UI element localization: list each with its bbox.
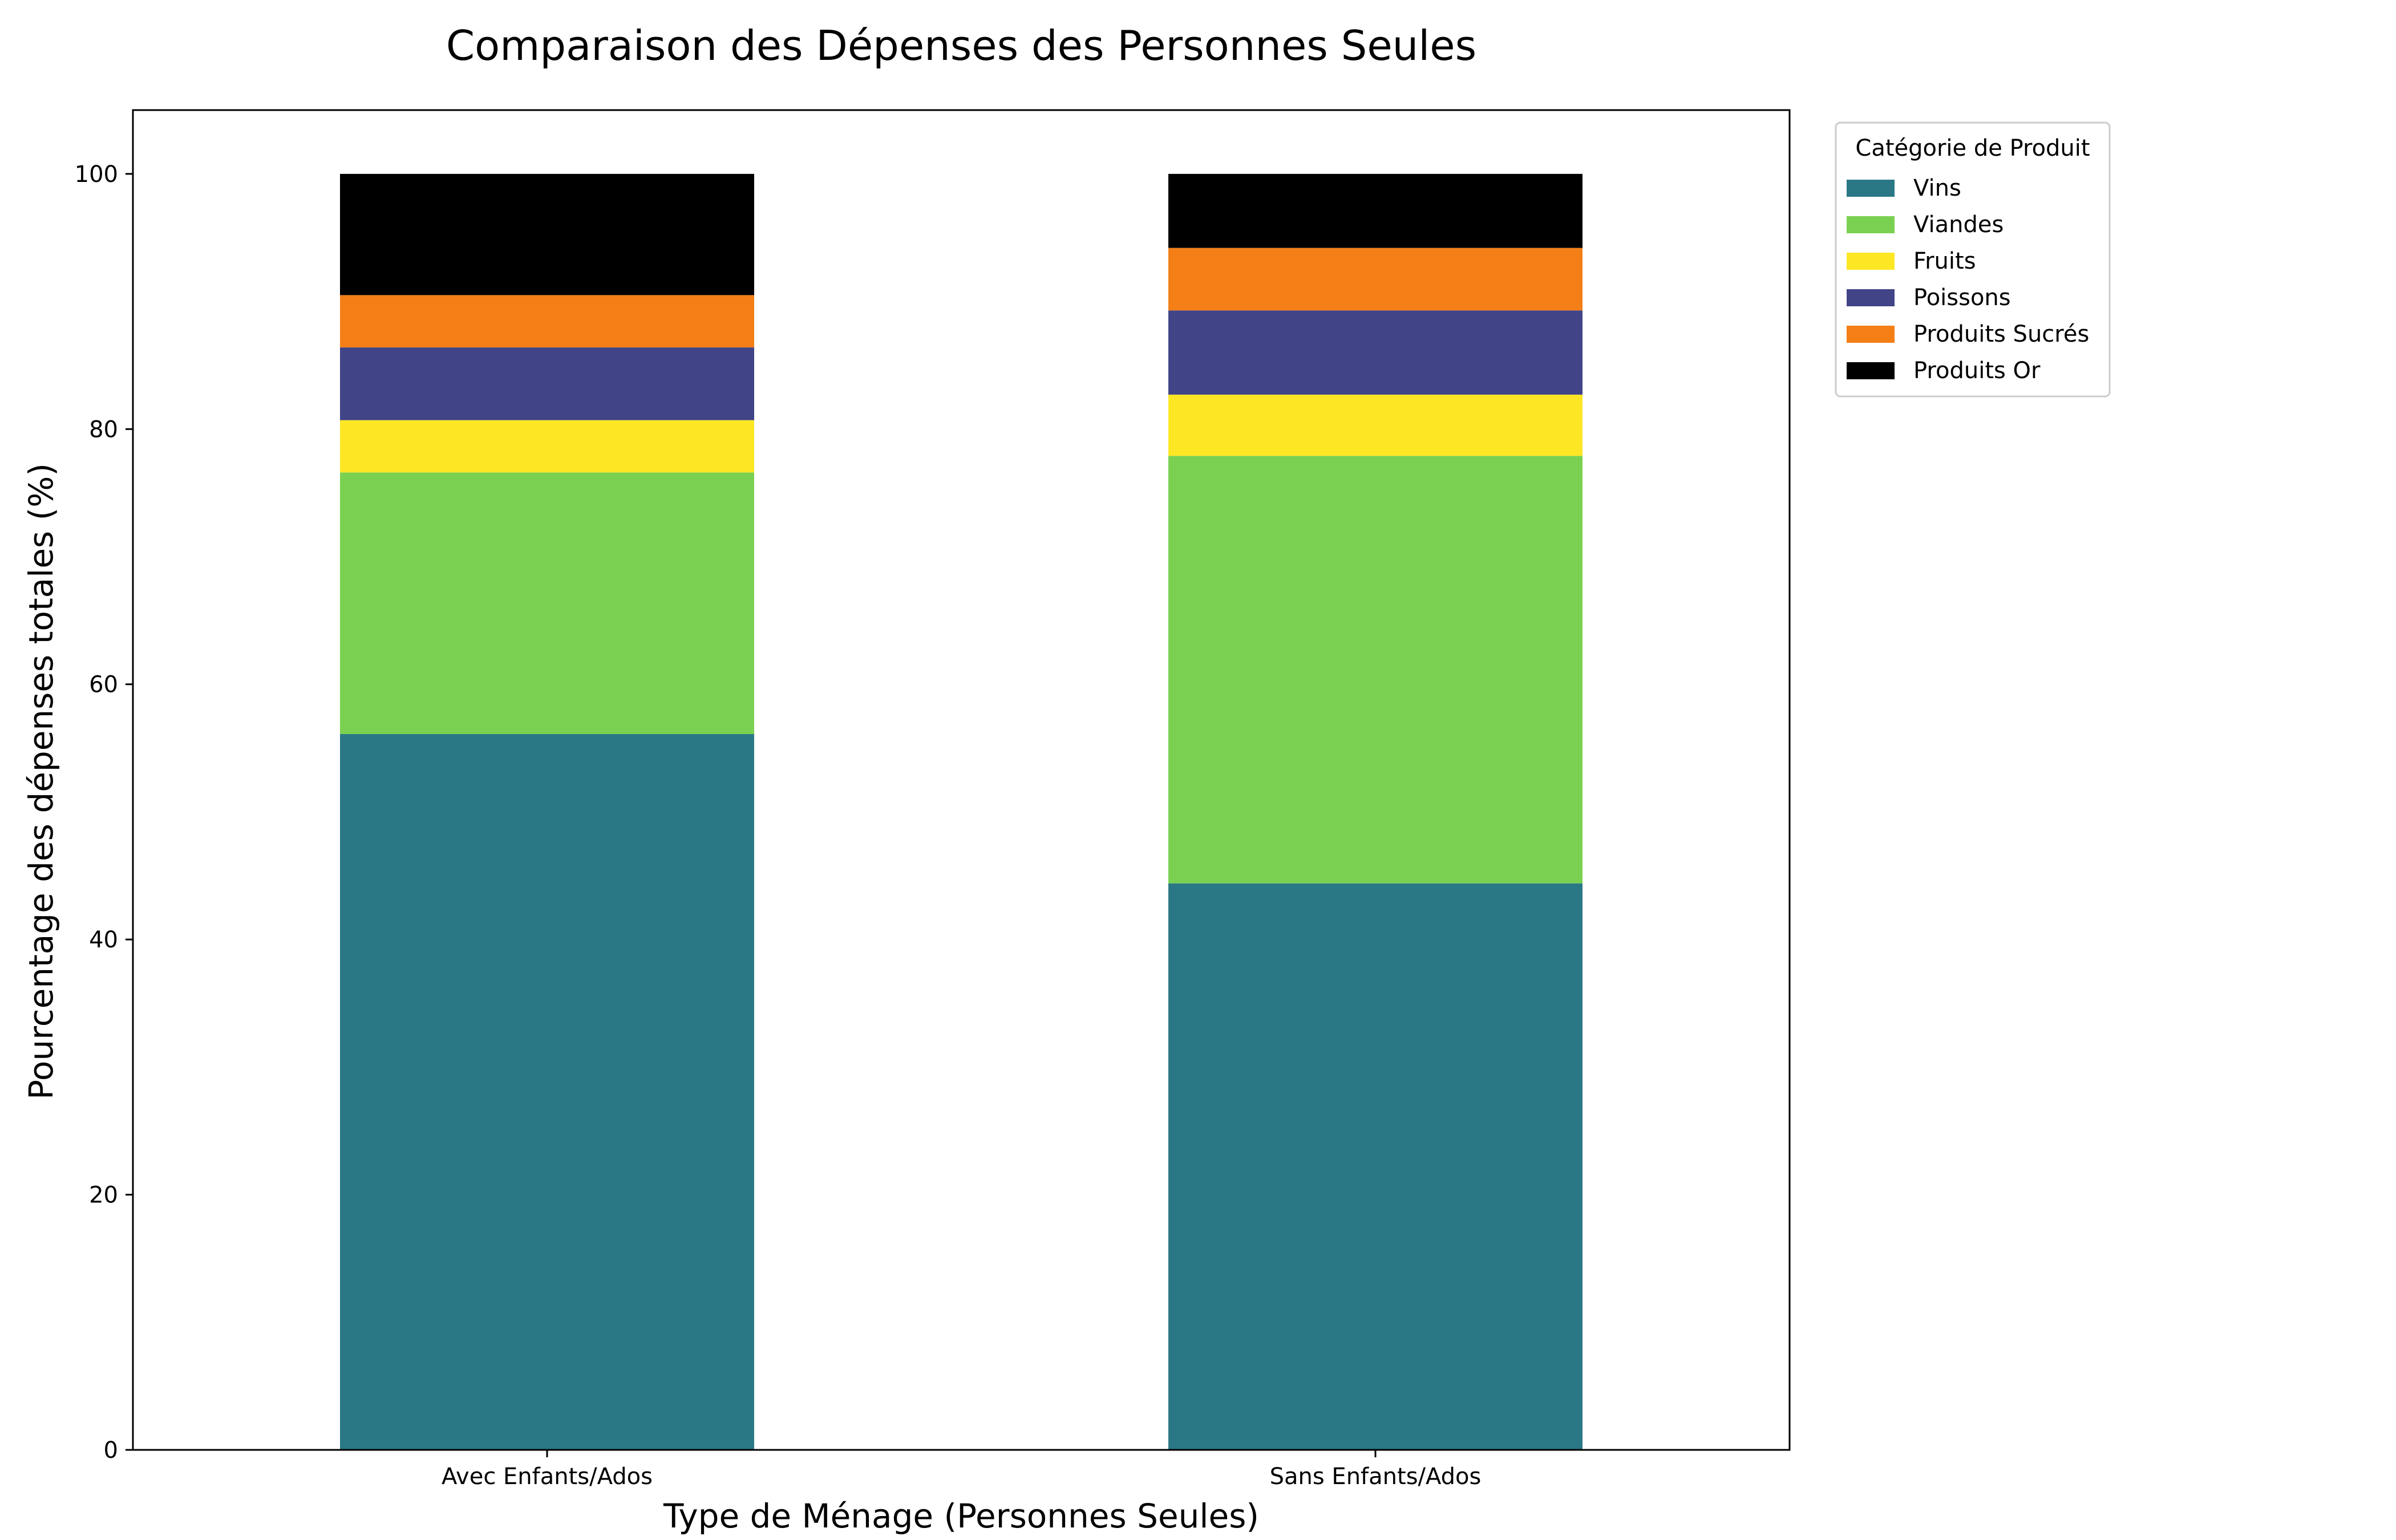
legend-label-0: Vins — [1913, 175, 1961, 201]
bar-segment-1-5 — [1168, 173, 1583, 248]
chart-title: Comparaison des Dépenses des Personnes S… — [446, 22, 1476, 70]
legend-swatch-4 — [1847, 326, 1895, 343]
bar-segment-0-1 — [340, 472, 754, 734]
legend-label-2: Fruits — [1913, 248, 1976, 274]
x-tick-label-0: Avec Enfants/Ados — [442, 1464, 653, 1490]
bar-segment-0-3 — [340, 347, 754, 420]
legend-label-1: Viandes — [1913, 212, 2004, 238]
bar-segment-1-1 — [1168, 456, 1583, 884]
bar-segment-1-0 — [1168, 883, 1583, 1450]
legend: Catégorie de Produit Vins Viandes Fruits Poi… — [1835, 121, 2111, 398]
legend-box — [1835, 121, 2111, 398]
y-axis-label: Pourcentage des dépenses totales (%) — [22, 463, 60, 1100]
legend-label-3: Poissons — [1913, 285, 2011, 311]
legend-swatch-5 — [1847, 362, 1895, 379]
legend-swatch-1 — [1847, 216, 1895, 233]
bar-segment-1-4 — [1168, 248, 1583, 311]
legend-swatch-0 — [1847, 180, 1895, 197]
y-tick-label-5: 100 — [75, 161, 118, 188]
bar-segment-0-2 — [340, 420, 754, 473]
legend-swatch-3 — [1847, 289, 1895, 306]
bar-segment-1-2 — [1168, 394, 1583, 456]
y-tick-label-4: 80 — [89, 416, 118, 443]
bar-segment-0-0 — [340, 733, 754, 1450]
axes-layer: 0 20 40 60 80 100 Avec Enfants/Ados Sans Enfant… — [75, 109, 1791, 1490]
y-tick-label-2: 40 — [89, 927, 118, 953]
y-tick-label-3: 60 — [89, 672, 118, 698]
bar-segment-0-5 — [340, 173, 754, 295]
bars-layer — [340, 173, 1583, 1450]
plot-frame — [132, 109, 1791, 1451]
legend-label-4: Produits Sucrés — [1913, 321, 2089, 347]
legend-label-5: Produits Or — [1913, 358, 2041, 384]
x-tick-label-1: Sans Enfants/Ados — [1270, 1464, 1482, 1490]
bar-segment-0-4 — [340, 295, 754, 348]
legend-swatch-2 — [1847, 253, 1895, 270]
x-axis-label: Type de Ménage (Personnes Seules) — [663, 1497, 1259, 1535]
bar-segment-1-3 — [1168, 310, 1583, 395]
y-tick-label-1: 20 — [89, 1182, 118, 1209]
y-tick-label-0: 0 — [104, 1437, 118, 1464]
legend-title: Catégorie de Produit — [1855, 135, 2090, 161]
